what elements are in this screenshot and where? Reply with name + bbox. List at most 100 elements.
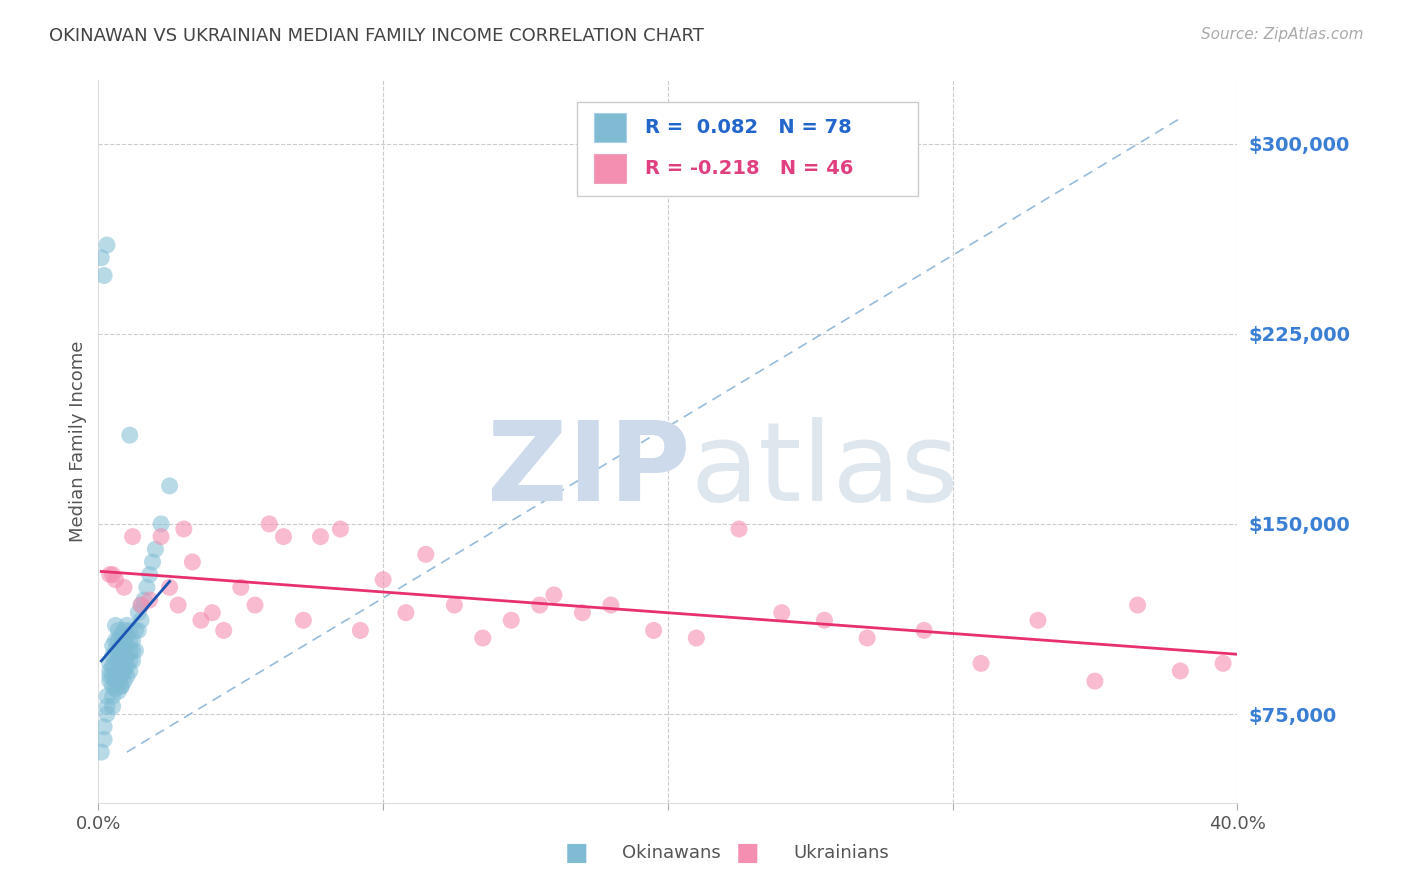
Text: R =  0.082   N = 78: R = 0.082 N = 78 — [645, 118, 852, 136]
Point — [229, 580, 252, 594]
Point — [98, 669, 121, 683]
Point — [150, 530, 173, 544]
Point — [104, 633, 127, 648]
Point — [273, 530, 295, 544]
Point — [101, 567, 124, 582]
Point — [1026, 613, 1049, 627]
Point — [107, 654, 129, 668]
Point — [127, 624, 149, 638]
Point — [101, 699, 124, 714]
Point — [395, 606, 418, 620]
Point — [373, 573, 395, 587]
Text: ■: ■ — [735, 841, 759, 865]
Point — [107, 664, 129, 678]
Point — [101, 648, 124, 663]
Text: Ukrainians: Ukrainians — [793, 845, 889, 863]
Point — [110, 669, 132, 683]
Point — [292, 613, 315, 627]
Point — [118, 428, 141, 442]
Point — [107, 684, 129, 698]
Point — [159, 479, 181, 493]
Point — [167, 598, 190, 612]
Point — [600, 598, 623, 612]
Point — [104, 618, 127, 632]
Point — [349, 624, 371, 638]
Point — [110, 648, 132, 663]
Point — [107, 674, 129, 689]
Point — [201, 606, 224, 620]
Point — [571, 606, 593, 620]
Point — [415, 547, 437, 561]
Point — [107, 624, 129, 638]
Point — [1126, 598, 1149, 612]
Point — [728, 522, 751, 536]
Text: ZIP: ZIP — [488, 417, 690, 524]
Point — [112, 654, 135, 668]
Point — [115, 659, 138, 673]
Point — [115, 628, 138, 642]
Point — [104, 674, 127, 689]
Point — [104, 681, 127, 696]
Point — [110, 628, 132, 642]
Point — [110, 679, 132, 693]
Point — [471, 631, 494, 645]
Point — [110, 639, 132, 653]
Point — [112, 624, 135, 638]
Point — [970, 657, 993, 671]
Point — [96, 238, 118, 252]
Point — [101, 659, 124, 673]
Point — [129, 598, 152, 612]
Point — [112, 633, 135, 648]
Point — [543, 588, 565, 602]
Point — [121, 633, 143, 648]
Point — [118, 664, 141, 678]
Point — [112, 664, 135, 678]
Point — [112, 664, 135, 678]
Point — [96, 699, 118, 714]
Point — [101, 679, 124, 693]
Point — [259, 516, 281, 531]
Point — [101, 669, 124, 683]
Point — [813, 613, 835, 627]
Text: Okinawans: Okinawans — [623, 845, 721, 863]
Point — [112, 643, 135, 657]
Point — [243, 598, 266, 612]
Text: ■: ■ — [565, 841, 589, 865]
Point — [443, 598, 465, 612]
Point — [107, 654, 129, 668]
Y-axis label: Median Family Income: Median Family Income — [69, 341, 87, 542]
Point — [685, 631, 707, 645]
Point — [173, 522, 195, 536]
Point — [124, 643, 146, 657]
Point — [127, 606, 149, 620]
Point — [150, 516, 173, 531]
Point — [104, 657, 127, 671]
Point — [118, 624, 141, 638]
Point — [329, 522, 352, 536]
Point — [132, 593, 155, 607]
Point — [129, 598, 152, 612]
Point — [90, 251, 112, 265]
Text: OKINAWAN VS UKRAINIAN MEDIAN FAMILY INCOME CORRELATION CHART: OKINAWAN VS UKRAINIAN MEDIAN FAMILY INCO… — [49, 27, 704, 45]
Point — [118, 654, 141, 668]
Point — [856, 631, 879, 645]
Point — [770, 606, 793, 620]
Point — [112, 674, 135, 689]
Point — [643, 624, 665, 638]
Point — [98, 657, 121, 671]
Text: atlas: atlas — [690, 417, 959, 524]
Point — [1170, 664, 1192, 678]
Point — [96, 707, 118, 722]
Point — [110, 679, 132, 693]
Point — [1084, 674, 1107, 689]
Bar — [593, 154, 626, 183]
Point — [129, 613, 152, 627]
Point — [112, 580, 135, 594]
Point — [104, 669, 127, 683]
Point — [107, 674, 129, 689]
Point — [98, 674, 121, 689]
Point — [115, 669, 138, 683]
Point — [101, 690, 124, 704]
Bar — [593, 112, 626, 142]
Point — [190, 613, 212, 627]
